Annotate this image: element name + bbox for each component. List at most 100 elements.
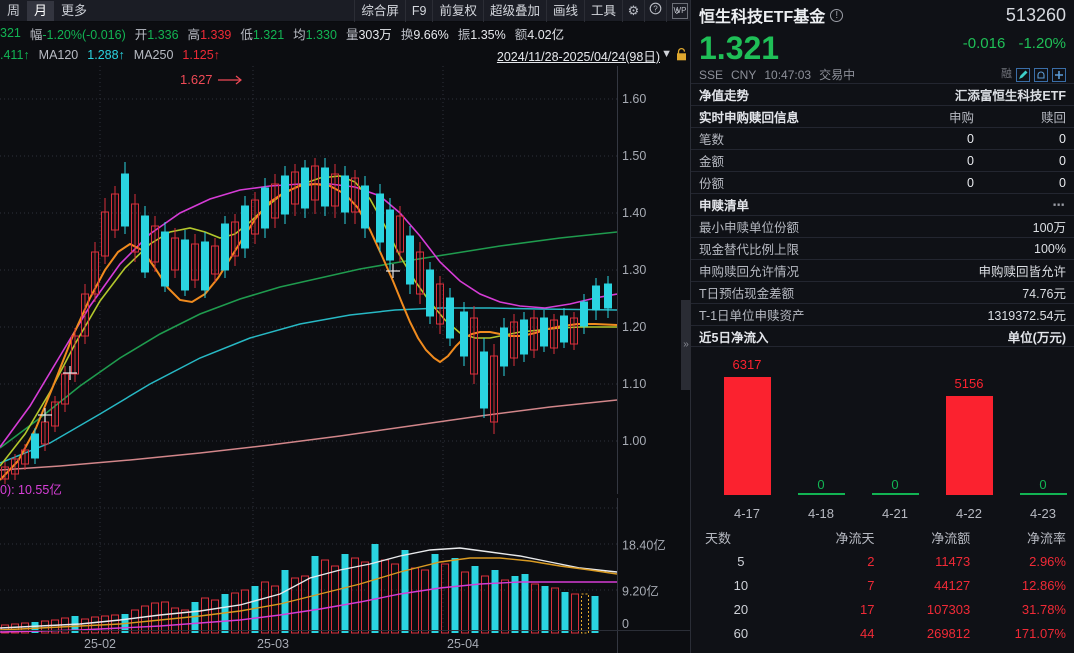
date-tick-2: 25-04 [447, 637, 479, 651]
volume-chart[interactable]: 0): 10.55亿 18.40亿 9.20亿 0 [0, 483, 690, 653]
ma120-value: 1.288↑ [87, 48, 125, 62]
volume-chart-svg [0, 498, 617, 634]
pcf-label-2: 申购赎回允许情况 [699, 265, 800, 279]
date-tick-0: 25-02 [84, 637, 116, 651]
volume-tick-1: 9.20亿 [622, 584, 659, 599]
price-tick-6: 1.00 [622, 434, 647, 448]
flow-days-3: 60 [733, 625, 749, 641]
realtime-redeem-0: 0 [1059, 131, 1066, 146]
panel-collapse-handle[interactable]: » [681, 300, 691, 390]
ma250-value: 1.125↑ [182, 48, 220, 62]
flow-net-rate-0: 2.96% [1029, 553, 1066, 569]
bar-2 [872, 493, 919, 495]
table-row[interactable]: 10 7 44127 12.86% [699, 573, 1066, 597]
fund-header: 恒生科技ETF基金 ! 513260 1.321 -0.016 -1.20% S… [691, 0, 1074, 83]
bar-date-2: 4-21 [881, 506, 909, 521]
fund-change: -0.016 [962, 35, 1006, 52]
quote-price: 321 [0, 26, 21, 40]
volume-tick-0: 18.40亿 [622, 538, 666, 553]
flow-days-1: 10 [733, 577, 749, 593]
quote-turnover: 9.66% [413, 27, 449, 42]
pcf-more-icon[interactable]: ⋯ [1052, 198, 1066, 212]
fund-meta-row: SSE CNY 10:47:03 交易中 融 [699, 65, 1066, 83]
pcf-header: 申赎清单 ⋯ [691, 193, 1074, 215]
realtime-label-2: 份额 [699, 177, 725, 191]
chart-canvas[interactable]: 1.60 1.50 1.40 1.30 1.20 1.10 1.00 1.627 [0, 66, 690, 653]
tab-more[interactable]: 更多 [61, 2, 88, 18]
lock-icon[interactable] [674, 47, 689, 62]
help-circle-icon[interactable]: ? [644, 0, 666, 22]
edit-pencil-icon[interactable] [1016, 67, 1030, 82]
quote-volume-label: 量 [345, 27, 359, 42]
date-range-selector[interactable]: 2024/11/28-2025/04/24(98日) [496, 50, 660, 64]
price-tick-2: 1.40 [622, 206, 647, 220]
chevron-down-icon[interactable]: ▼ [661, 48, 672, 60]
quote-amplitude-label: 幅 [29, 27, 43, 42]
gear-icon[interactable]: ⚙ [622, 0, 644, 22]
chart-toolbar: 周 月 更多 综合屏 F9 前复权 超级叠加 画线 工具 ⚙ ? › [0, 0, 690, 22]
realtime-redeem-1: 0 [1059, 153, 1066, 168]
net-inflow-bar-chart: 6317 4-17 0 4-18 0 4-21 5156 4-22 0 4-23 [699, 347, 1067, 525]
nav-trend-label: 净值走势 [699, 89, 750, 103]
market-status: 交易中 [819, 68, 856, 82]
realtime-header: 实时申购赎回信息 申购 赎回 [691, 105, 1074, 127]
flow-net-amount-2: 107303 [926, 601, 971, 617]
price-tick-4: 1.20 [622, 320, 647, 334]
info-icon[interactable]: ! [830, 8, 844, 22]
ma-legend-row: .411↑ MA120 1.288↑ MA250 1.125↑ 2024/11/… [0, 44, 690, 66]
chevron-right-icon[interactable]: › [666, 0, 688, 22]
pcf-value-1: 100% [1034, 241, 1066, 256]
toolbar-forward-adjust[interactable]: 前复权 [432, 0, 483, 22]
pcf-row-cash-ratio: 现金替代比例上限 100% [691, 237, 1074, 259]
fund-change-group: -0.016 -1.20% [954, 27, 1066, 65]
realtime-redeem-2: 0 [1059, 175, 1066, 190]
price-tick-3: 1.30 [622, 263, 647, 277]
flow-header-net-rate: 净流率 [1026, 530, 1066, 546]
nav-trend-row[interactable]: 净值走势 汇添富恒生科技ETF [691, 83, 1074, 105]
toolbar-actions: 综合屏 F9 前复权 超级叠加 画线 工具 ⚙ ? › [354, 0, 690, 22]
fund-change-pct: -1.20% [1018, 35, 1066, 52]
currency-label: CNY [731, 67, 757, 82]
toolbar-tools[interactable]: 工具 [583, 0, 622, 22]
volume-tick-2: 0 [622, 617, 629, 631]
flow-net-days-2: 17 [860, 601, 875, 617]
tab-week[interactable]: 周 [7, 2, 21, 18]
toolbar-drawing[interactable]: 画线 [545, 0, 584, 22]
toolbar-f9[interactable]: F9 [404, 0, 433, 22]
table-row[interactable]: 60 44 269812 171.07% [699, 621, 1066, 645]
tab-month[interactable]: 月 [27, 0, 55, 21]
net-inflow-header: 近5日净流入 单位(万元) [691, 325, 1074, 347]
alarm-bell-icon[interactable] [1034, 67, 1048, 82]
fund-name: 恒生科技ETF基金 [699, 9, 826, 26]
volume-axis-line [617, 498, 618, 653]
pcf-label-4: T-1日单位申赎资产 [699, 309, 805, 323]
net-flow-table: 天数 净流天 净流额 净流率 5 2 11473 2.96% 10 7 4412… [699, 525, 1066, 645]
price-chart[interactable]: 1.60 1.50 1.40 1.30 1.20 1.10 1.00 1.627 [0, 66, 690, 494]
bar-0 [724, 377, 771, 495]
realtime-subscribe-0: 0 [967, 131, 974, 146]
toolbar-composite-screen[interactable]: 综合屏 [354, 0, 405, 22]
pcf-label-1: 现金替代比例上限 [699, 243, 800, 257]
price-tick-1: 1.50 [622, 149, 647, 163]
pcf-title: 申赎清单 [699, 199, 750, 213]
toolbar-super-overlay[interactable]: 超级叠加 [482, 0, 546, 22]
flow-net-rate-2: 31.78% [1021, 601, 1066, 617]
table-row[interactable]: 5 2 11473 2.96% [699, 549, 1066, 573]
quote-swing: 1.35% [470, 27, 506, 42]
pcf-value-0: 100万 [1032, 221, 1066, 235]
margin-icon[interactable]: 融 [1001, 67, 1012, 80]
add-plus-icon[interactable] [1052, 67, 1066, 82]
fund-action-icons: 融 [1001, 67, 1066, 82]
quote-time: 10:47:03 [764, 67, 812, 82]
flow-net-amount-1: 44127 [934, 577, 971, 593]
pcf-value-3: 74.76元 [1022, 287, 1066, 301]
chart-panel: 周 月 更多 综合屏 F9 前复权 超级叠加 画线 工具 ⚙ ? › 321 幅… [0, 0, 690, 653]
table-row[interactable]: 20 17 107303 31.78% [699, 597, 1066, 621]
quote-avg: 1.330 [305, 27, 337, 42]
quote-open-label: 开 [134, 27, 148, 42]
pcf-value-4: 1319372.54元 [987, 309, 1066, 323]
bar-1 [798, 493, 845, 495]
fund-code: 513260 [1005, 4, 1066, 25]
price-tick-0: 1.60 [622, 92, 647, 106]
